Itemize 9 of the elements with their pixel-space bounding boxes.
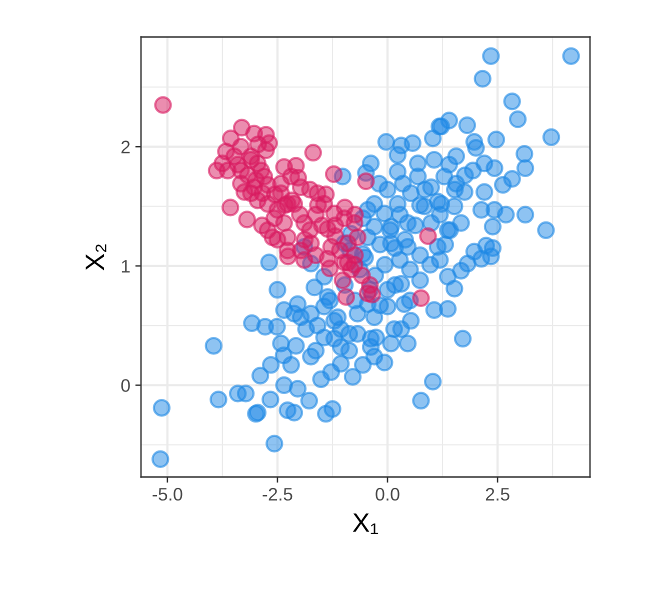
y-axis-title: X₂	[86, 244, 106, 270]
x-tick-label: -2.5	[262, 488, 292, 501]
x-tick-label: 0.0	[376, 488, 400, 501]
y-tick-label: 0	[121, 379, 130, 392]
x-tick-label: -5.0	[152, 488, 182, 501]
y-tick-label: 1	[122, 260, 130, 272]
x-tick-label: 2.5	[486, 488, 510, 501]
y-tick-label: 2	[121, 140, 130, 154]
x-axis-title: X₁	[352, 514, 378, 534]
